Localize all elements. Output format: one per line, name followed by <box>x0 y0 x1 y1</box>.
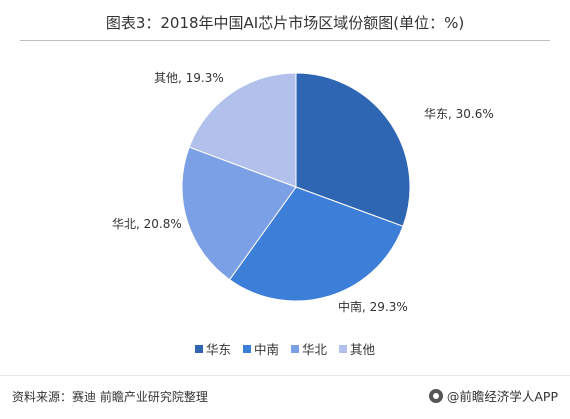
brand-text: @前瞻经济学人APP <box>446 389 558 404</box>
legend-swatch-qita <box>339 344 348 353</box>
legend-label-zhongnan: 中南 <box>253 342 279 357</box>
pie-slice-2 <box>181 146 297 281</box>
pie-slice-label-3: 其他, 19.3% <box>154 71 224 85</box>
pie-slice-label-1: 中南, 29.3% <box>338 299 408 314</box>
brand-credit: @前瞻经济学人APP <box>428 386 558 405</box>
pie-slice-3 <box>188 72 297 188</box>
legend-label-huadong: 华东 <box>205 342 231 357</box>
legend-swatch-zhongnan <box>242 344 251 353</box>
legend-swatch-huadong <box>194 344 203 353</box>
legend-item-huadong: 华东 <box>194 339 231 358</box>
pie-slice-label-2: 华北, 20.8% <box>112 217 182 231</box>
legend-item-zhongnan: 中南 <box>242 339 279 358</box>
legend-swatch-huabei <box>291 344 299 353</box>
legend-label-huabei: 华北 <box>302 342 328 357</box>
title-divider <box>20 40 550 41</box>
legend-item-huabei: 华北 <box>291 339 327 358</box>
legend-label-qita: 其他 <box>350 342 376 357</box>
source-note: 资料来源：赛迪 前瞻产业研究院整理 <box>12 390 208 404</box>
legend-item-qita: 其他 <box>339 339 375 358</box>
chart-title: 图表3：2018年中国AI芯片市场区域份额图(单位：%) <box>105 14 465 32</box>
pie-slice-label-0: 华东, 30.6% <box>424 107 494 121</box>
pie-labels: 华东, 30.6% 中南, 29.3% 华北, 20.8% 其他, 19.3% <box>112 71 494 314</box>
pie-slice-0 <box>295 72 411 227</box>
pie-slices <box>181 72 411 302</box>
chart-legend: 华东 中南 华北 其他 <box>0 339 570 358</box>
pie-slice-1 <box>228 186 404 302</box>
brand-logo-icon <box>428 388 443 403</box>
footer-divider <box>0 375 570 376</box>
pie-chart: 华东, 30.6% 中南, 29.3% 华北, 20.8% 其他, 19.3% <box>112 71 494 314</box>
